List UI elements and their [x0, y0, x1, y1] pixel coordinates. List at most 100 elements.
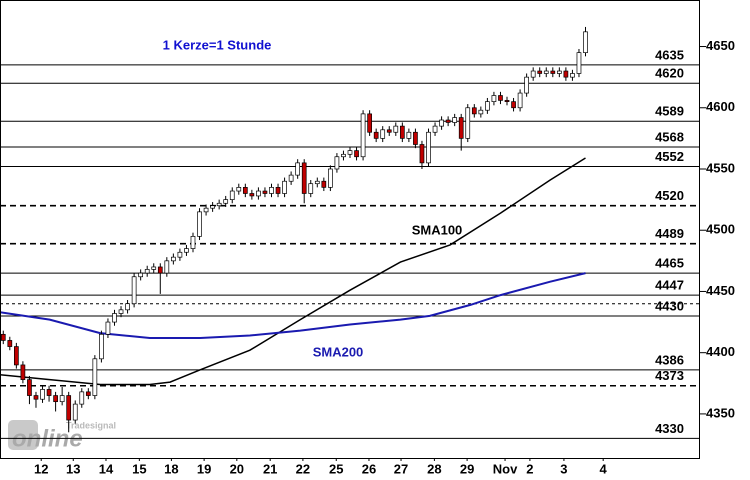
candle-body [210, 205, 215, 209]
candle-body [341, 153, 346, 158]
candle-body [53, 395, 58, 403]
sma-label: SMA100 [412, 222, 463, 237]
x-tick-label: 2 [526, 461, 533, 476]
level-label: 4552 [655, 149, 684, 164]
candle-body [14, 346, 19, 366]
candle-body [72, 403, 78, 421]
candle-body [46, 389, 52, 396]
candle-body [550, 70, 556, 74]
candle-body [471, 107, 477, 115]
candle-body [530, 70, 536, 78]
y-tick-label: 4350 [706, 405, 735, 420]
candle-body [229, 190, 235, 200]
candle-body [40, 389, 45, 400]
candle-body [125, 303, 130, 311]
candle-body [406, 131, 412, 139]
candle-body [164, 260, 170, 274]
candle-body [504, 100, 510, 102]
candle-body [112, 313, 117, 323]
candle-body [295, 162, 301, 176]
candle-body [367, 113, 372, 133]
candle-body [419, 144, 425, 164]
candle-body [380, 129, 386, 139]
y-tick-label: 4450 [706, 283, 735, 298]
level-label: 4465 [655, 256, 684, 271]
candle-body [79, 391, 85, 405]
x-tick-label: 3 [560, 461, 567, 476]
candle-body [360, 113, 366, 158]
x-tick-label: 27 [394, 461, 408, 476]
x-tick-label: 25 [329, 461, 343, 476]
candle-body [498, 95, 503, 101]
candle-body [393, 125, 399, 133]
candle-body [7, 340, 13, 347]
candle-body [478, 109, 484, 115]
candle-body [33, 395, 39, 400]
x-tick-label: 26 [362, 461, 376, 476]
annotation: 1 Kerze=1 Stunde [163, 37, 272, 52]
sma-label: SMA200 [313, 344, 364, 359]
plot [0, 26, 700, 439]
x-tick-label: 12 [34, 461, 48, 476]
candle-body [308, 183, 314, 194]
sma-line [0, 157, 586, 386]
candle-body [92, 358, 98, 396]
candle-body [138, 272, 144, 278]
y-tick-label: 4600 [706, 99, 735, 114]
x-tick-label: 15 [132, 461, 146, 476]
candle-body [59, 395, 65, 403]
level-label: 4589 [655, 104, 684, 119]
candle-body [118, 309, 124, 314]
candle-body [511, 101, 516, 109]
candle-body [203, 207, 209, 213]
candle-body [0, 333, 6, 341]
x-tick-label: 22 [296, 461, 310, 476]
logo-box [8, 420, 38, 450]
candle-body [458, 117, 464, 139]
candle-body [269, 187, 274, 194]
candle-body [334, 156, 340, 170]
candle-body [399, 125, 405, 139]
candle-body [432, 125, 438, 133]
x-tick-label: 14 [99, 461, 114, 476]
candle-body [157, 266, 163, 274]
x-tick-label: 19 [197, 461, 211, 476]
level-label: 4635 [655, 47, 684, 62]
level-label: 4430 [655, 298, 684, 313]
candle-body [576, 52, 582, 74]
candle-body [151, 266, 157, 270]
candle-body [583, 31, 588, 54]
plot-frame [0, 0, 700, 459]
candle-body [321, 180, 327, 188]
x-tick-label: Nov [493, 461, 518, 476]
candle-body [347, 150, 353, 155]
y-tick-label: 4650 [706, 38, 735, 53]
candle-body [216, 202, 222, 207]
logo-small: Tradesignal [66, 420, 116, 430]
x-tick-label: 29 [460, 461, 474, 476]
candle-body [465, 107, 471, 139]
y-tick-label: 4500 [706, 222, 735, 237]
x-tick-label: 13 [66, 461, 80, 476]
candle-body [386, 129, 392, 133]
x-tick-label: 4 [600, 461, 608, 476]
candle-body [262, 190, 268, 194]
y-tick-label: 4550 [706, 160, 735, 175]
level-label: 4330 [655, 421, 684, 436]
candle-body [524, 76, 529, 94]
candle-body [105, 321, 111, 335]
candle-body [413, 131, 418, 145]
y-tick-label: 4400 [706, 344, 735, 359]
candle-body [275, 187, 281, 194]
candle-body [27, 379, 32, 396]
candle-body [131, 276, 137, 305]
candle-body [354, 150, 359, 158]
level-label: 4568 [655, 129, 684, 144]
candle-body [171, 256, 176, 262]
level-label: 4373 [655, 368, 684, 383]
candle-body [288, 174, 294, 182]
candle-body [223, 199, 229, 204]
candle-body [256, 190, 261, 197]
candle-body [556, 70, 562, 74]
